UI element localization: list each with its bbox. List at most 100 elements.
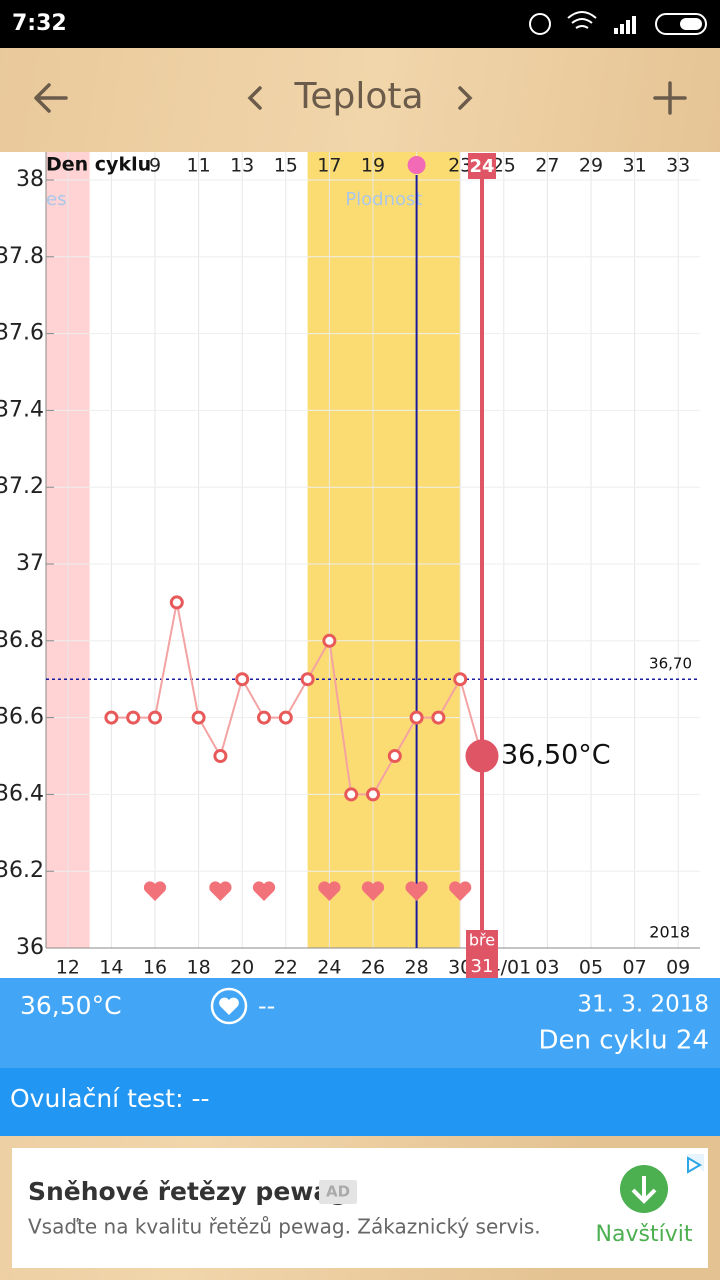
current-cycle-box (468, 153, 496, 179)
info-temperature: 36,50°C (20, 991, 122, 1020)
back-button[interactable] (34, 83, 68, 113)
point (148, 710, 162, 725)
x-tick-label: 26 (361, 957, 385, 979)
heart-icon[interactable] (210, 987, 248, 1025)
x-tick-label: 12 (56, 957, 80, 979)
intercourse-heart (252, 881, 276, 901)
x2-tick-label: 33 (666, 155, 690, 177)
y-tick-label: 36.8 (0, 628, 44, 653)
ad-card[interactable] (12, 1148, 708, 1268)
ad-button[interactable]: Navštívit (596, 1222, 693, 1247)
ovulation-dot (407, 156, 426, 174)
point (344, 787, 359, 802)
point (191, 710, 206, 725)
point (278, 710, 293, 725)
band-label: Plodnost (345, 189, 422, 210)
current-month: bře (469, 931, 495, 950)
y-tick-label: 37 (16, 551, 44, 576)
coverline-label: 36,70 (649, 655, 692, 673)
y-tick-label: 38 (16, 167, 44, 192)
x-tick-label: 18 (187, 957, 211, 979)
ad-text: Vsaďte na kvalitu řetězů pewag. Zákaznic… (28, 1215, 541, 1239)
add-button[interactable] (653, 81, 687, 115)
ad-badge: AD (326, 1183, 350, 1201)
y-tick-label: 37.2 (0, 474, 44, 499)
chart: es Plodnost 36 36.2 36.4 36.6 36.8 37 37.2 37.4 37… (0, 152, 700, 979)
x-tick-label: 07 (623, 957, 647, 979)
x2-tick-label: 27 (535, 155, 559, 177)
point (257, 710, 271, 725)
point (322, 633, 337, 648)
point (126, 710, 141, 725)
current-date-box (466, 930, 498, 978)
point (235, 672, 250, 687)
x2-tick-label: 9 (149, 155, 161, 177)
x2-tick-label: 17 (317, 155, 341, 177)
ovulation-bar (0, 1068, 720, 1136)
current-point (465, 739, 499, 773)
point (213, 749, 228, 763)
intercourse-heart (449, 881, 472, 901)
y-tick-label: 36.6 (0, 705, 44, 730)
x2-tick-label: 13 (230, 155, 254, 177)
status-bar (0, 0, 720, 48)
intercourse-heart (143, 881, 167, 901)
current-day: 31 (471, 956, 494, 977)
x2-tick-label: 31 (623, 155, 647, 177)
x-tick-label: 24 (317, 957, 341, 979)
intercourse-heart (405, 881, 428, 901)
value-label: 36,50°C (501, 740, 611, 771)
y-tick-label: 37.8 (0, 244, 44, 269)
status-time: 7:32 (12, 11, 67, 36)
toolbar-icons (34, 81, 687, 115)
band-label: es (46, 189, 66, 210)
y-tick-label: 36.2 (0, 858, 44, 883)
intercourse-heart (318, 881, 341, 901)
x-tick-label: 28 (405, 957, 429, 979)
x-tick-label: 09 (666, 957, 690, 979)
next-button[interactable] (458, 86, 473, 110)
ad-badge-box (319, 1180, 357, 1204)
intercourse-heart (361, 881, 385, 901)
ad-choices-icon (687, 1156, 702, 1174)
point (366, 787, 380, 802)
x2-tick-label: 19 (361, 155, 385, 177)
y-tick-label: 36.4 (0, 781, 44, 806)
signal (614, 16, 702, 34)
info-cycle-day: Den cyklu 24 (538, 1026, 709, 1056)
y-tick-label: 36 (16, 935, 44, 960)
current-cycle-day: 24 (469, 156, 494, 177)
x2-tick-label: 11 (187, 155, 211, 177)
year-label: 2018 (649, 923, 690, 942)
x-tick-label: 22 (274, 957, 298, 979)
point (409, 710, 424, 725)
y-tick-label: 37.6 (0, 321, 44, 346)
point (169, 595, 184, 610)
ovulation-test[interactable]: Ovulační test: -- (10, 1084, 210, 1113)
x-tick-label: 14 (99, 957, 123, 979)
ad-arrow (631, 1176, 657, 1204)
status-icons (529, 11, 707, 35)
ad-title: Sněhové řetězy pewag (28, 1177, 348, 1206)
info-date: 31. 3. 2018 (577, 992, 709, 1018)
x-tick-label: 20 (230, 957, 254, 979)
phase-band (307, 152, 461, 948)
x2-tick-label: 29 (579, 155, 603, 177)
point (387, 749, 402, 763)
toolbar-title: Teplota (293, 76, 423, 117)
point (300, 672, 315, 687)
x2-tick-label: 25 (492, 155, 516, 177)
x-tick-label: 16 (143, 957, 167, 979)
heart-glyph (219, 997, 239, 1015)
y-tick-label: 37.4 (0, 397, 44, 422)
x2-axis-label: Den cyklu (46, 154, 151, 176)
point (431, 710, 446, 725)
info-intercourse: -- (258, 992, 275, 1020)
prev-button[interactable] (247, 86, 262, 110)
x2-tick-label: 23 (448, 155, 472, 177)
x2-tick-label: 15 (274, 155, 298, 177)
x-tick-label: 05 (579, 957, 603, 979)
info-panel (0, 978, 720, 1068)
point (453, 672, 468, 687)
